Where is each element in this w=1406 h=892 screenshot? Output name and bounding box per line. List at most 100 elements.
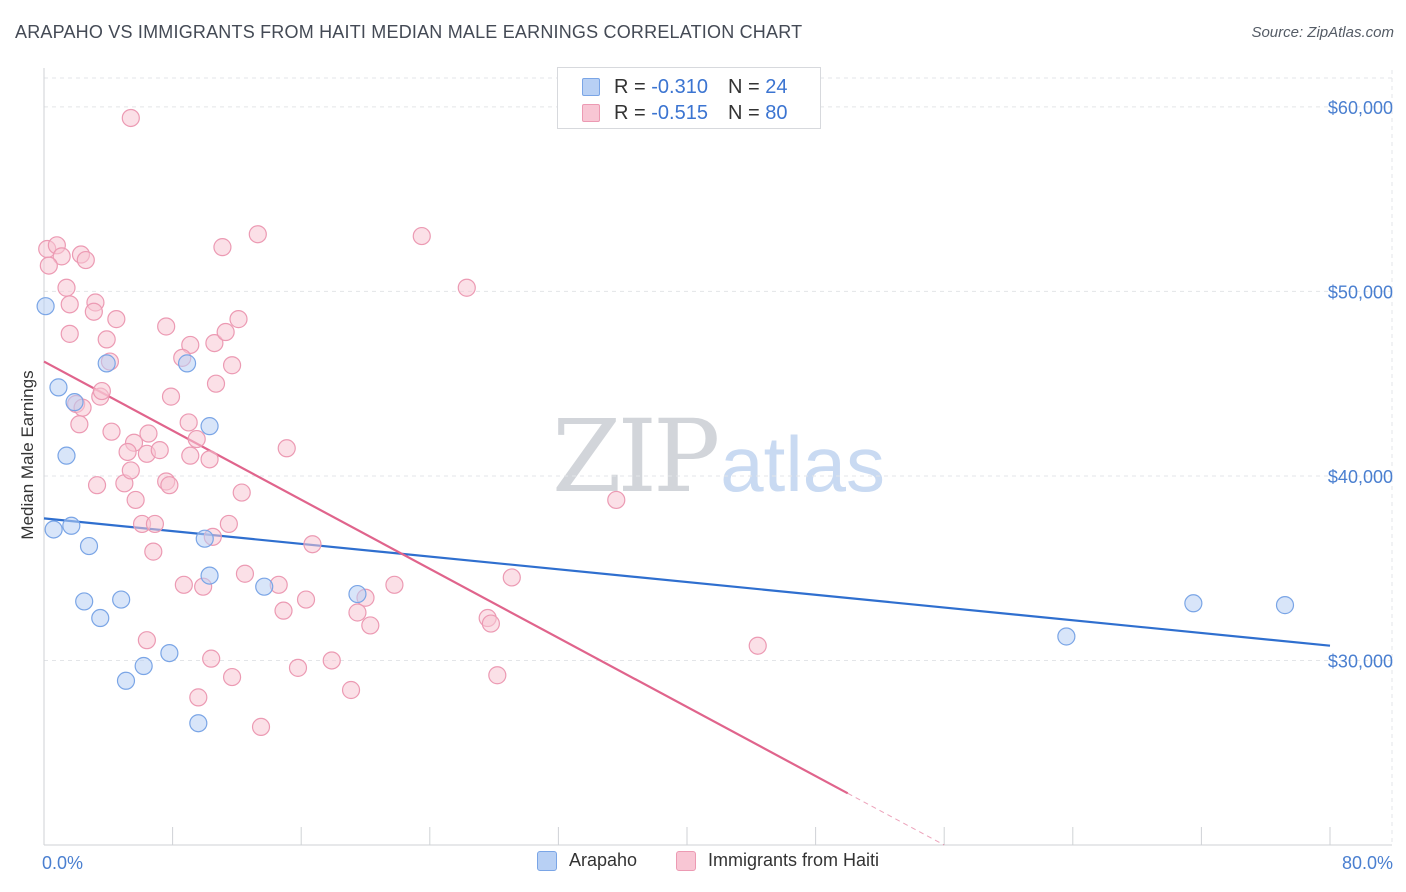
haiti-point	[361, 616, 380, 635]
haiti-point	[126, 490, 145, 510]
arapaho-point	[348, 584, 367, 604]
haiti-point	[121, 108, 140, 128]
haiti-point	[84, 302, 103, 321]
haiti-legend-label: Immigrants from Haiti	[708, 850, 880, 870]
legend-n-label: N =	[727, 101, 760, 124]
haiti-point	[102, 422, 121, 441]
x-tick-label-min: 0.0%	[42, 853, 83, 873]
legend-row-haiti: R = -0.515 N = 80	[582, 101, 787, 125]
haiti-point	[206, 374, 226, 393]
arapaho-point	[62, 516, 81, 535]
arapaho-point	[200, 417, 219, 436]
haiti-point	[219, 514, 238, 534]
arapaho-point	[79, 536, 99, 556]
trend-lines	[43, 360, 1331, 846]
haiti-point	[181, 335, 200, 355]
haiti-point	[457, 278, 476, 297]
legend-r-value: -0.515	[651, 101, 708, 124]
arapaho-trend-line	[43, 517, 1331, 647]
haiti-point	[205, 333, 224, 353]
arapaho-point	[91, 608, 110, 628]
x-tick-label-max: 80.0%	[1342, 853, 1393, 873]
haiti-point	[161, 387, 181, 406]
bottom-legend-haiti: Immigrants from Haiti	[676, 850, 879, 871]
haiti-point	[139, 424, 158, 443]
haiti-point	[348, 603, 367, 622]
arapaho-point	[112, 590, 131, 609]
correlation-legend: R = -0.310 N = 24 R = -0.515 N = 80	[557, 67, 821, 129]
haiti-legend-swatch	[676, 850, 696, 871]
haiti-point	[235, 564, 255, 583]
haiti-point	[216, 322, 235, 342]
y-tick-label: $30,000	[1328, 651, 1393, 671]
haiti-trend-line	[43, 360, 849, 795]
arapaho-point	[97, 354, 116, 373]
arapaho-point	[255, 577, 274, 596]
haiti-point	[213, 238, 232, 257]
haiti-swatch	[582, 104, 600, 122]
haiti-point	[277, 439, 296, 458]
source-label: Source: ZipAtlas.com	[1251, 24, 1394, 41]
haiti-point	[189, 688, 208, 707]
haiti-point	[341, 680, 361, 700]
haiti-point	[200, 450, 219, 469]
haiti-point	[57, 278, 76, 297]
haiti-point	[121, 461, 140, 480]
arapaho-point	[44, 520, 63, 539]
haiti-point	[107, 310, 126, 329]
arapaho-point	[189, 714, 208, 733]
haiti-point	[76, 250, 95, 270]
haiti-point	[502, 568, 521, 587]
y-tick-label: $50,000	[1328, 282, 1393, 302]
arapaho-point	[195, 529, 214, 548]
haiti-point	[607, 490, 626, 510]
haiti-point	[39, 256, 58, 275]
haiti-point	[118, 442, 137, 462]
arapaho-point	[200, 566, 219, 585]
haiti-point	[303, 535, 322, 554]
arapaho-point	[116, 671, 136, 690]
arapaho-point	[49, 378, 68, 397]
haiti-point	[150, 441, 169, 460]
legend-n-label: N =	[727, 75, 760, 98]
haiti-point	[488, 666, 507, 685]
legend-r-label: R =	[614, 75, 646, 98]
haiti-point	[274, 601, 293, 620]
haiti-point	[481, 614, 500, 633]
haiti-point	[60, 295, 79, 314]
haiti-point	[251, 717, 271, 737]
haiti-point	[70, 415, 89, 434]
y-tick-label: $60,000	[1328, 98, 1393, 118]
legend-n-value: 80	[765, 101, 788, 124]
bottom-legend-arapaho: Arapaho	[537, 850, 637, 871]
haiti-trend-extension	[847, 792, 945, 846]
haiti-point	[145, 514, 165, 534]
arapaho-point	[1184, 594, 1203, 613]
haiti-point	[174, 575, 193, 594]
haiti-point	[232, 483, 251, 502]
axis-labels: $30,000 $40,000 $50,000 $60,000 0.0% 80.0% Med…	[18, 98, 1393, 873]
y-axis-title: Median Male Earnings	[18, 370, 37, 539]
haiti-point	[248, 225, 267, 244]
haiti-point	[202, 649, 221, 668]
haiti-point	[296, 590, 316, 609]
arapaho-point	[57, 446, 76, 465]
haiti-point	[52, 247, 71, 266]
haiti-point	[222, 667, 242, 687]
haiti-point	[187, 429, 206, 449]
arapaho-legend-swatch	[537, 850, 557, 871]
arapaho-point	[1275, 596, 1295, 615]
haiti-point	[179, 413, 198, 432]
chart-title: ARAPAHO VS IMMIGRANTS FROM HAITI MEDIAN …	[15, 22, 803, 42]
haiti-point	[144, 542, 163, 561]
haiti-point	[229, 310, 248, 329]
arapaho-point	[177, 354, 197, 373]
haiti-point	[157, 317, 176, 336]
legend-r-label: R =	[614, 101, 646, 124]
haiti-point	[160, 476, 179, 495]
arapaho-legend-label: Arapaho	[569, 850, 638, 870]
arapaho-point	[134, 656, 153, 676]
haiti-point	[385, 575, 404, 594]
haiti-point	[92, 381, 111, 401]
haiti-point	[97, 330, 116, 349]
